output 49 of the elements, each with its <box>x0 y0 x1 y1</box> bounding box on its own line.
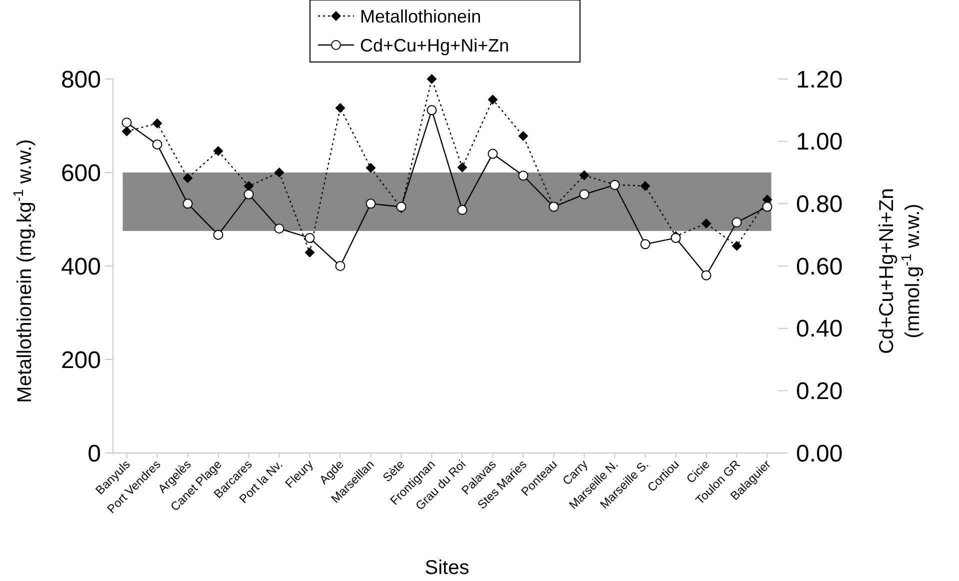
y2-tick-label: 0.00 <box>796 440 843 468</box>
y2-tick-label: 0.60 <box>796 253 843 280</box>
point <box>366 162 376 173</box>
point <box>457 204 468 215</box>
point <box>335 102 346 113</box>
point <box>366 198 376 209</box>
point <box>640 181 650 192</box>
point <box>182 173 193 184</box>
point <box>701 270 712 280</box>
point <box>640 239 650 250</box>
y-tick-label: 600 <box>60 160 101 187</box>
y-tick-label: 200 <box>60 346 101 374</box>
legend-label: Metallothionein <box>360 6 482 26</box>
y2-tick-label: 1.00 <box>796 128 843 156</box>
point <box>182 198 193 209</box>
point <box>335 261 346 271</box>
point <box>426 74 437 84</box>
y2-tick-label: 0.80 <box>796 191 843 218</box>
point <box>304 232 315 243</box>
point <box>304 247 315 258</box>
point <box>518 170 528 181</box>
point <box>488 94 498 105</box>
y-tick-label: 400 <box>60 253 101 280</box>
point <box>152 139 162 150</box>
point <box>244 189 254 200</box>
point <box>732 217 742 228</box>
y2-tick-label: 0.40 <box>796 316 843 343</box>
point <box>213 146 224 156</box>
point <box>213 230 224 240</box>
point <box>579 189 590 200</box>
point <box>122 126 132 136</box>
x-axis-title: Sites <box>424 557 470 579</box>
point <box>274 224 284 234</box>
y-tick-label: 800 <box>60 66 101 94</box>
y2-tick-label: 1.20 <box>796 66 843 94</box>
point <box>518 131 528 142</box>
point <box>762 202 772 212</box>
point <box>488 148 498 159</box>
y-tick-label: 0 <box>88 440 101 468</box>
point <box>732 240 742 251</box>
point <box>152 118 162 128</box>
point <box>274 168 284 178</box>
point <box>426 105 437 116</box>
point <box>701 218 712 228</box>
y2-tick-label: 0.20 <box>796 378 843 406</box>
legend-label: Cd+Cu+Hg+Ni+Zn <box>360 35 510 56</box>
point <box>579 170 590 180</box>
point <box>457 162 468 172</box>
point <box>244 181 254 192</box>
